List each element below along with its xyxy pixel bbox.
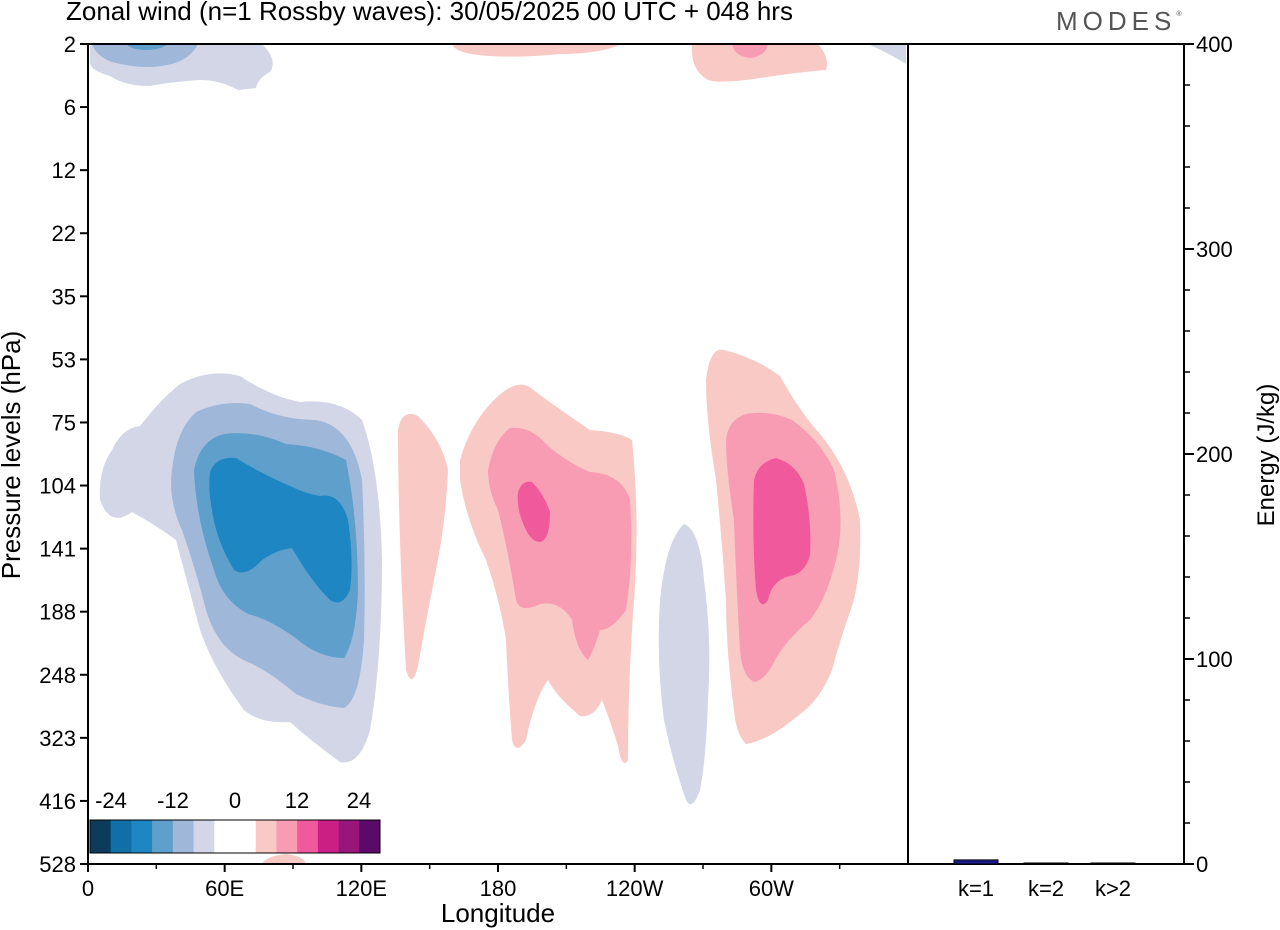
energy-tick-label: 0 (1196, 852, 1208, 877)
contour-pos-main-2 (753, 458, 811, 605)
pressure-tick-label: 141 (39, 537, 76, 562)
pressure-tick-label: 12 (52, 158, 76, 183)
energy-bar (953, 859, 999, 865)
energy-tick-label: 200 (1196, 442, 1233, 467)
contour-pos-top (452, 44, 622, 57)
longitude-tick-label: 60W (749, 876, 794, 901)
brand-logo-text: MODES (1056, 6, 1177, 36)
pressure-tick-label: 416 (39, 789, 76, 814)
energy-ticks: 0 100 200 300 400 (1184, 32, 1233, 877)
contour-pos-top (691, 44, 827, 82)
colorbar (89, 819, 381, 854)
colorbar-tick-label: -12 (157, 788, 189, 813)
contour-pos-strip (398, 413, 448, 680)
pressure-tick-label: 22 (52, 221, 76, 246)
colorbar-border (89, 819, 381, 854)
longitude-tick-label: 120W (606, 876, 664, 901)
energy-tick-label: 400 (1196, 32, 1233, 57)
contour-neg-top-right (868, 44, 906, 64)
pressure-tick-label: 248 (39, 663, 76, 688)
contour-pos-bottom (262, 854, 306, 864)
pressure-tick-label: 2 (64, 32, 76, 57)
colorbar-swatch (317, 820, 339, 853)
colorbar-labels: -24 -12 0 12 24 (95, 788, 371, 813)
pressure-tick-label: 188 (39, 600, 76, 625)
longitude-ticks: 0 60E 120E 180 120W 60W (82, 864, 841, 901)
energy-bar (1023, 862, 1069, 865)
pressure-tick-label: 528 (39, 852, 76, 877)
colorbar-tick-label: 0 (229, 788, 241, 813)
energy-category-label: k=1 (958, 876, 994, 901)
registered-mark-icon: ® (1176, 11, 1182, 18)
energy-category-label: k=2 (1028, 876, 1064, 901)
pressure-tick-label: 53 (52, 347, 76, 372)
contour-pos-top (732, 44, 768, 58)
energy-bar (1090, 862, 1136, 865)
energy-tick-label: 100 (1196, 647, 1233, 672)
contour-neg-top-left (126, 44, 168, 50)
contour-neg-main (209, 457, 352, 603)
colorbar-swatch (297, 820, 319, 853)
pressure-tick-label: 35 (52, 284, 76, 309)
colorbar-swatch (214, 820, 236, 853)
contour-neg-top-left (92, 44, 198, 67)
energy-category-label: k>2 (1095, 876, 1131, 901)
colorbar-swatch (172, 820, 194, 853)
contour-neg-strip (658, 524, 710, 805)
longitude-tick-label: 120E (336, 876, 387, 901)
colorbar-swatch (359, 820, 381, 853)
pressure-ticks: 2 6 12 22 35 53 75 104 141 188 248 323 416 528 (39, 32, 88, 877)
longitude-tick-label: 180 (480, 876, 517, 901)
colorbar-swatch (152, 820, 174, 853)
pressure-tick-label: 104 (39, 474, 76, 499)
pressure-tick-label: 75 (52, 410, 76, 435)
colorbar-swatch (110, 820, 132, 853)
colorbar-swatch (90, 820, 112, 853)
x-axis-label: Longitude (441, 898, 555, 928)
energy-axis-label: Energy (J/kg) (1253, 384, 1280, 527)
y-axis-label: Pressure levels (hPa) (0, 331, 26, 580)
energy-tick-label: 300 (1196, 237, 1233, 262)
colorbar-swatch (131, 820, 153, 853)
colorbar-swatch (235, 820, 257, 853)
longitude-tick-label: 0 (82, 876, 94, 901)
longitude-tick-label: 60E (205, 876, 244, 901)
colorbar-tick-label: 12 (285, 788, 309, 813)
energy-bars: k=1 k=2 k>2 (953, 859, 1136, 901)
colorbar-swatch (255, 820, 277, 853)
pressure-tick-label: 6 (64, 95, 76, 120)
contour-pos-main-1 (517, 481, 550, 542)
colorbar-swatch (338, 820, 360, 853)
pressure-tick-label: 323 (39, 726, 76, 751)
colorbar-swatch (276, 820, 298, 853)
colorbar-tick-label: 24 (347, 788, 371, 813)
page-title: Zonal wind (n=1 Rossby waves): 30/05/202… (66, 0, 793, 26)
colorbar-swatch (193, 820, 215, 853)
contour-plot (89, 44, 906, 864)
colorbar-tick-label: -24 (95, 788, 127, 813)
brand-logo: MODES® (1056, 6, 1182, 37)
